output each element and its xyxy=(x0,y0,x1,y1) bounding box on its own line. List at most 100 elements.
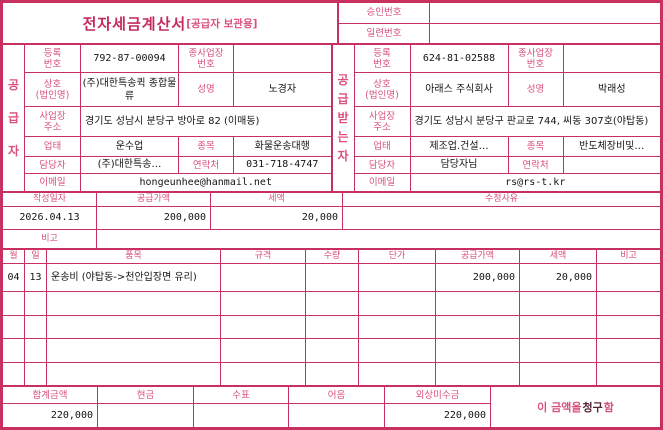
supplier-address-label: 사업장 주소 xyxy=(25,107,81,136)
invoice-subtitle: [공급자 보관용] xyxy=(186,17,258,30)
col-spec-label: 규격 xyxy=(221,250,306,263)
summary-value-row: 2026.04.13 200,000 20,000 xyxy=(3,207,660,230)
empty-item-row xyxy=(3,339,660,363)
empty-cell xyxy=(436,315,520,338)
col-qty-label: 수량 xyxy=(306,250,359,263)
supplier-email-label: 이메일 xyxy=(25,174,81,191)
item-qty xyxy=(306,264,359,291)
empty-cell xyxy=(25,292,47,315)
buyer-section: 공급받는자 등록 번호 624-81-02588 종사업장 번호 상호 (법인명… xyxy=(330,45,661,191)
note-row: 비고 xyxy=(3,230,660,248)
empty-cell xyxy=(597,292,660,315)
empty-cell xyxy=(3,315,25,338)
supplier-manager-label: 담당자 xyxy=(25,157,81,173)
total-amount-label: 합계금액 xyxy=(3,387,98,404)
item-name: 운송비 (야탑동->천안입장면 유리) xyxy=(47,264,221,291)
supplier-phone-value: 031-718-4747 xyxy=(246,159,319,170)
supplier-reg-row: 등록 번호 792-87-00094 종사업장 번호 xyxy=(25,45,331,73)
empty-item-row xyxy=(3,315,660,339)
empty-cell xyxy=(520,292,597,315)
supplier-band: 공급자 xyxy=(3,45,25,191)
receivable-label: 외상미수금 xyxy=(385,387,491,404)
supplier-email-row: 이메일 hongeunhee@hanmail.net xyxy=(25,174,331,191)
cash-label: 현금 xyxy=(98,387,194,404)
claim-statement: 이 금액을 청구 함 xyxy=(491,387,660,427)
empty-cell xyxy=(47,292,221,315)
col-note-label: 비고 xyxy=(620,251,637,261)
supplier-company-row: 상호 (법인명) (주)대한특송퀵 종합물류 성명 노경자 xyxy=(25,73,331,107)
empty-cell xyxy=(359,315,436,338)
empty-cell xyxy=(306,362,359,385)
supplier-company-label: 상호 (법인명) xyxy=(25,73,81,106)
item-tax: 20,000 xyxy=(520,264,597,291)
buyer-reg-no-label: 등록 번호 xyxy=(355,45,411,72)
item-row: 04 13 운송비 (야탑동->천안입장면 유리) 200,000 20,000 xyxy=(3,264,660,292)
empty-cell xyxy=(597,339,660,362)
empty-cell xyxy=(221,339,306,362)
col-unit-price-label: 단가 xyxy=(359,250,436,263)
serial-no-label: 일련번호 xyxy=(339,23,430,43)
buyer-address-value: 경기도 성남시 분당구 판교로 744, 씨동 307호(야탑동) xyxy=(414,115,649,127)
supplier-reg-no-label: 등록 번호 xyxy=(25,45,81,72)
buyer-branch-no-label: 종사업장 번호 xyxy=(509,45,564,72)
item-month: 04 xyxy=(3,264,25,291)
empty-cell xyxy=(520,362,597,385)
col-month-label: 월 xyxy=(3,250,25,263)
buyer-biz-item-label: 종목 xyxy=(509,137,564,156)
cash-value xyxy=(98,404,194,427)
receivable-value: 220,000 xyxy=(385,404,491,427)
supplier-phone-label: 연락처 xyxy=(179,157,234,173)
col-supply-label: 공급가액 xyxy=(436,250,520,263)
supplier-biz-item-value: 화물운송대행 xyxy=(254,140,310,152)
supplier-biz-type-label: 업태 xyxy=(25,137,81,156)
note-label: 비고 xyxy=(3,230,97,248)
empty-cell xyxy=(3,362,25,385)
supply-amount-value: 200,000 xyxy=(97,207,211,229)
col-day-label: 일 xyxy=(25,250,47,263)
tax-amount-label: 세액 xyxy=(211,193,343,206)
totals-section: 합계금액 현금 수표 어음 외상미수금 이 금액을 청구 함 220,000 22… xyxy=(3,387,660,427)
approval-no-label: 승인번호 xyxy=(339,3,430,23)
check-label: 수표 xyxy=(194,387,289,404)
empty-item-row xyxy=(3,362,660,386)
empty-item-row xyxy=(3,292,660,316)
item-table: 월 일 품목 규격 수량 단가 공급가액 세액 비고 04 13 운송비 (야탑… xyxy=(3,250,660,387)
empty-cell xyxy=(47,315,221,338)
buyer-manager-row: 담당자 담당자님 연락처 xyxy=(354,157,661,174)
empty-cell xyxy=(359,292,436,315)
empty-cell xyxy=(221,362,306,385)
empty-cell xyxy=(3,339,25,362)
empty-cell xyxy=(359,362,436,385)
note-value xyxy=(97,230,660,248)
claim-suffix: 함 xyxy=(603,401,614,414)
total-amount-value: 220,000 xyxy=(3,404,98,427)
buyer-reg-row: 등록 번호 624-81-02588 종사업장 번호 xyxy=(354,45,661,73)
buyer-company-value: 아래스 주식회사 xyxy=(411,73,509,106)
empty-cell xyxy=(306,315,359,338)
item-note xyxy=(597,264,660,291)
buyer-phone-label: 연락처 xyxy=(509,157,564,173)
approval-no-value xyxy=(430,3,660,23)
supplier-section: 공급자 등록 번호 792-87-00094 종사업장 번호 상호 (법인명) … xyxy=(3,45,331,191)
invoice-title: 전자세금계산서 xyxy=(82,14,187,33)
serial-no-value xyxy=(430,24,660,44)
item-supply: 200,000 xyxy=(436,264,520,291)
empty-cell xyxy=(597,316,660,339)
bill-label: 어음 xyxy=(289,387,385,404)
buyer-biztype-row: 업태 제조업.건설… 종목 반도체장비및… xyxy=(354,137,660,157)
supplier-branch-no-value xyxy=(234,45,331,72)
buyer-band-label: 공급받는자 xyxy=(337,72,349,163)
buyer-company-row: 상호 (법인명) 아래스 주식회사 성명 박래성 xyxy=(354,73,660,107)
parties-section: 공급자 등록 번호 792-87-00094 종사업장 번호 상호 (법인명) … xyxy=(3,45,660,193)
supplier-reg-no-value: 792-87-00094 xyxy=(81,45,179,72)
empty-cell xyxy=(597,363,660,386)
empty-cell xyxy=(3,292,25,315)
buyer-ceo-value: 박래성 xyxy=(597,83,626,95)
buyer-reg-no-value: 624-81-02588 xyxy=(411,45,509,72)
claim-word: 청구 xyxy=(582,401,603,414)
empty-cell xyxy=(520,339,597,362)
buyer-phone-value xyxy=(564,157,661,173)
check-value xyxy=(194,404,289,427)
buyer-branch-no-value xyxy=(564,45,661,72)
buyer-grid: 등록 번호 624-81-02588 종사업장 번호 상호 (법인명) 아래스 … xyxy=(354,45,661,191)
